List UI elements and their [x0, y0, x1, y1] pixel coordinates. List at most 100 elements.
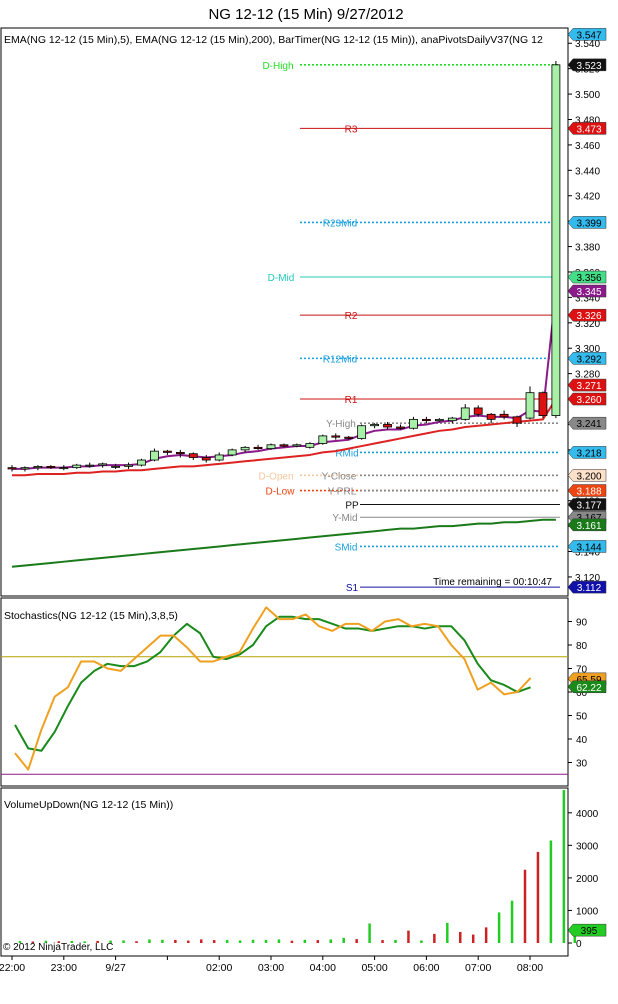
- pivot-label-s1: S1: [346, 583, 359, 594]
- pivot-label-smid: SMid: [335, 542, 358, 553]
- pivot-label-d-high: D-High: [262, 61, 293, 72]
- price-label-smid: 3.144: [576, 542, 601, 553]
- stoch-tick-label: 80: [576, 641, 588, 652]
- ema-long-line: [11, 518, 556, 568]
- stoch-tick-label: 40: [576, 735, 588, 746]
- candle-body: [460, 407, 470, 420]
- time-tick-label: 04:00: [310, 962, 336, 974]
- price-label-extra-box: [567, 284, 607, 298]
- price-label-r3-box: [567, 122, 607, 135]
- volume-value-label-box: [567, 923, 607, 937]
- candle-body: [279, 444, 289, 447]
- time-tick-label: 22:00: [0, 962, 25, 974]
- price-label-extra-box: [567, 28, 607, 41]
- candle-body: [124, 464, 133, 467]
- pivot-label-rmid: RMid: [335, 448, 358, 459]
- price-tick-label: 3.440: [575, 166, 600, 177]
- time-axis: 22:00 23:00 9/27 02:00 03:00 04:00 05:00 06:00 0…: [0, 956, 543, 974]
- price-panel-frame: [0, 27, 569, 597]
- candle-body: [486, 413, 496, 420]
- candle-body: [201, 457, 211, 461]
- stochastics-title: Stochastics(NG 12-12 (15 Min),3,8,5): [4, 610, 178, 622]
- candle-body: [447, 417, 457, 422]
- pivot-label-r2: R2: [345, 311, 358, 322]
- candle-body: [7, 467, 17, 470]
- pivot-label-y-mid: Y-Mid: [332, 513, 357, 524]
- price-label-y-high-box: [567, 416, 607, 430]
- price-tick-label: 3.340: [575, 293, 600, 304]
- candle-body: [292, 444, 302, 447]
- time-tick-label: 03:00: [258, 962, 284, 974]
- stoch-value-label: 62.22: [576, 683, 601, 694]
- candle-body: [227, 449, 237, 456]
- price-tick-label: 3.500: [575, 90, 600, 101]
- candle-body: [473, 407, 483, 415]
- price-tick-label: 3.480: [575, 115, 600, 126]
- stoch-tick-label: 30: [576, 759, 588, 770]
- price-label-d-high-box: [567, 58, 607, 72]
- price-label-extra-box: [567, 518, 607, 532]
- time-remaining: Time remaining = 00:10:47: [433, 577, 552, 588]
- candle-body: [266, 444, 276, 449]
- candle-body: [551, 64, 561, 416]
- candles[interactable]: [7, 61, 561, 472]
- time-tick-label: 9/27: [105, 962, 126, 974]
- price-label-d-high: 3.523: [576, 61, 601, 72]
- candle-body: [370, 424, 380, 427]
- price-label-y-high: 3.241: [576, 419, 601, 430]
- price-tick-label: 3.540: [575, 39, 600, 50]
- price-label-extra: 3.345: [576, 287, 601, 298]
- price-tick-label: 3.140: [575, 548, 600, 559]
- candle-body: [525, 392, 535, 419]
- candle-body: [512, 416, 522, 424]
- price-label-rmid: 3.218: [576, 448, 601, 459]
- volume-panel-frame: [0, 787, 569, 957]
- candle-body: [85, 464, 95, 467]
- candle-body: [59, 467, 69, 470]
- candle-body: [538, 392, 548, 416]
- price-label-s1: 3.112: [577, 583, 602, 594]
- pivot-label-d-mid: D-Mid: [268, 273, 295, 284]
- time-tick-label: 06:00: [413, 962, 439, 974]
- window-title: NG 12-12 (15 Min) 9/27/2012: [208, 6, 403, 23]
- price-label-pp: 3.177: [576, 501, 601, 512]
- candle-body: [305, 443, 315, 448]
- candle-body: [240, 446, 250, 451]
- stoch-tick-label: 90: [576, 618, 588, 629]
- price-label-r3: 3.473: [576, 124, 601, 135]
- time-tick-label: 08:00: [517, 962, 543, 974]
- stoch-value-label-box: [567, 680, 607, 694]
- candle-body: [33, 465, 43, 469]
- price-tick-label: 3.420: [575, 192, 600, 203]
- candle-body: [72, 464, 82, 469]
- candle-body: [344, 436, 354, 439]
- candle-body: [175, 452, 185, 455]
- price-label-r23mid-box: [567, 216, 607, 229]
- price-tick-label: 3.380: [575, 243, 600, 254]
- price-panel-title: EMA(NG 12-12 (15 Min),5), EMA(NG 12-12 (…: [4, 34, 543, 46]
- stoch-k-line: [14, 606, 532, 771]
- stoch-tick-label: 60: [576, 688, 588, 699]
- price-label-rmid-box: [567, 446, 607, 459]
- pivot-label-r12mid: R12Mid: [323, 354, 357, 365]
- price-label-r23mid: 3.399: [576, 218, 601, 229]
- candle-body: [20, 467, 30, 470]
- copyright-text: © 2012 NinjaTrader, LLC: [3, 942, 113, 953]
- price-label-extra: 3.271: [576, 381, 601, 392]
- price-label-r2-box: [567, 308, 607, 322]
- volume-tick-label: 2000: [576, 874, 599, 885]
- volume-panel: 4000 3000 2000 1000 0 395: [18, 790, 607, 950]
- price-label-d-low: 3.188: [576, 487, 601, 498]
- pivot-label-y-prl: Y-PRL: [328, 487, 357, 498]
- price-label-pp-box: [567, 498, 607, 511]
- candle-body: [383, 424, 392, 428]
- price-label-d-open: 3.200: [576, 471, 601, 482]
- candle-body: [434, 418, 444, 422]
- candle-body: [253, 446, 263, 449]
- pivot-label-y-high: Y-High: [326, 419, 356, 430]
- pivot-levels: D-High R3 R23Mid D-Mid R2 R12Mid R1 Y-High RMid D…: [258, 61, 560, 594]
- pivot-label-r1: R1: [345, 395, 358, 406]
